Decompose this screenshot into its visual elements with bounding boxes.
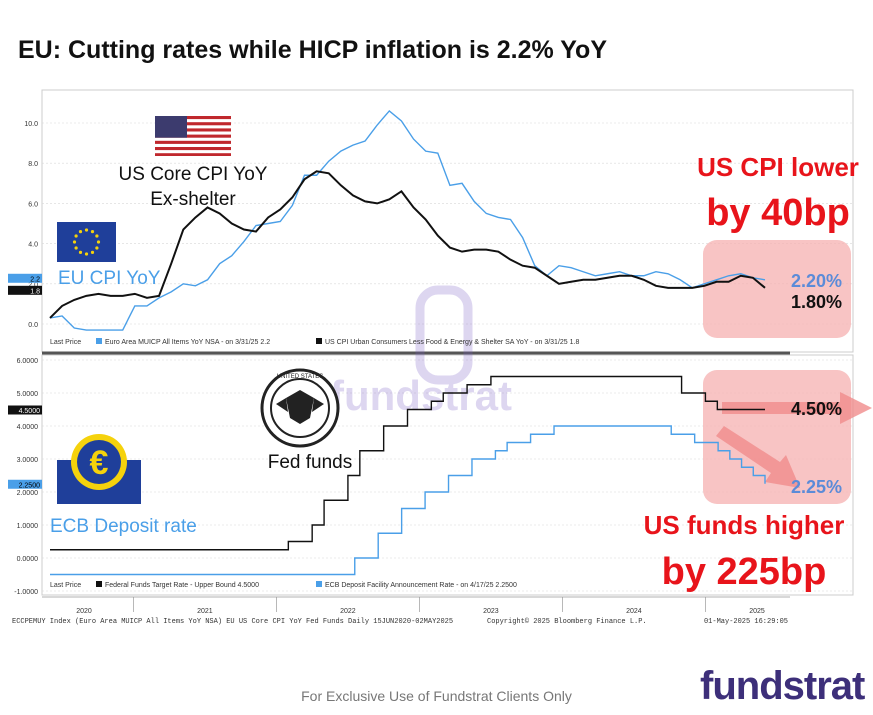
- fed-funds-label: Fed funds: [268, 452, 353, 473]
- legend-swatch: [96, 338, 102, 344]
- us-core-cpi-label: US Core CPI YoY: [119, 164, 268, 185]
- page-title: EU: Cutting rates while HICP inflation i…: [18, 36, 607, 64]
- top-y-tick-label: 4.0: [28, 242, 38, 249]
- top-y-tick-label: 10.0: [24, 121, 38, 128]
- legend-item: US CPI Urban Consumers Less Food & Energ…: [325, 339, 579, 346]
- by-225bp-text: by 225bp: [662, 551, 827, 593]
- eu-star: [90, 230, 95, 234]
- legend-swatch: [316, 581, 322, 587]
- x-tick-label: 2022: [340, 608, 356, 615]
- eu-cpi-label: EU CPI YoY: [58, 268, 161, 289]
- us-cpi-last-price-badge-text: 1.8: [30, 288, 40, 295]
- us-funds-higher-text: US funds higher: [644, 510, 845, 540]
- top-y-tick-label: 2.0: [28, 282, 38, 289]
- top-y-tick-label: 6.0: [28, 201, 38, 208]
- svg-text:UNITED STATES: UNITED STATES: [277, 374, 323, 380]
- exclusive-use-footer: For Exclusive Use of Fundstrat Clients O…: [301, 688, 572, 704]
- eu-star: [72, 240, 77, 244]
- us-flag-icon: [155, 116, 231, 156]
- x-tick-label: 2023: [483, 608, 499, 615]
- us-core-cpi-series-line: [49, 170, 766, 319]
- federal-reserve-seal-icon: UNITED STATES: [260, 368, 340, 448]
- bottom-panel-frame: [41, 354, 854, 596]
- svg-text:fundstrat: fundstrat: [330, 372, 512, 419]
- eu-star: [84, 228, 89, 232]
- ecb-rate-last-price-badge-text: 2.2500: [19, 482, 41, 489]
- eu-star: [95, 246, 99, 250]
- fed-funds-last-price-badge: [8, 405, 42, 415]
- legend-item: Federal Funds Target Rate - Upper Bound …: [105, 582, 259, 589]
- fundstrat-logo: fundstrat: [700, 664, 865, 708]
- by-40bp-text: by 40bp: [706, 192, 850, 234]
- cpi-highlight-box: [703, 240, 851, 338]
- x-tick-label: 2024: [626, 608, 642, 615]
- bloomberg-timestamp: 01-May-2025 16:29:05: [704, 618, 788, 626]
- us-cpi-last-price-badge: [8, 285, 42, 295]
- eu-star: [90, 250, 95, 254]
- ecb-deposit-series-line: [50, 425, 766, 576]
- bottom-y-tick-label: 6.0000: [17, 358, 39, 365]
- fed-funds-arrow: [722, 392, 872, 424]
- eu-cpi-series-line: [49, 109, 766, 331]
- fed-funds-value: 4.50%: [791, 399, 842, 419]
- x-tick-label: 2025: [749, 608, 765, 615]
- top-legend: Last Price Euro Area MUICP All Items YoY …: [50, 338, 579, 346]
- ecb-rate-arrow: [716, 426, 800, 488]
- bottom-y-tick-label: 1.0000: [17, 523, 39, 530]
- bottom-legend: Last Price Federal Funds Target Rate - Up…: [50, 581, 517, 589]
- bloomberg-copyright: Copyright© 2025 Bloomberg Finance L.P.: [487, 617, 647, 626]
- eu-cpi-last-price-badge-text: 2.2: [30, 276, 40, 283]
- svg-text:€: €: [90, 444, 109, 482]
- legend-item: Euro Area MUICP All Items YoY NSA - on 3…: [105, 339, 270, 346]
- x-tick-label: 2020: [76, 608, 92, 615]
- ecb-rate-value: 2.25%: [791, 477, 842, 497]
- eu-star: [96, 240, 101, 244]
- top-y-tick-label: 8.0: [28, 161, 38, 168]
- bottom-y-tick-label: 0.0000: [17, 556, 39, 563]
- eu-cpi-last-price-badge: [8, 273, 42, 283]
- us-cpi-value: 1.80%: [791, 292, 842, 312]
- eu-star: [74, 246, 78, 250]
- legend-item: ECB Deposit Facility Announcement Rate -…: [325, 582, 517, 589]
- x-tick-label: 2021: [197, 608, 213, 615]
- fundstrat-watermark: fundstrat: [330, 285, 512, 419]
- bottom-y-tick-label: 3.0000: [17, 457, 39, 464]
- bloomberg-index-info: ECCPEMUY Index (Euro Area MUICP All Item…: [12, 618, 453, 626]
- eu-star: [74, 234, 78, 238]
- fed-funds-series-line: [50, 375, 765, 551]
- bottom-y-tick-label: 2.0000: [17, 490, 39, 497]
- us-core-cpi-label-line2: Ex-shelter: [150, 189, 236, 210]
- eu-star: [95, 234, 99, 238]
- eu-star: [84, 252, 89, 256]
- legend-prefix: Last Price: [50, 582, 81, 589]
- ecb-rate-last-price-badge: [8, 479, 42, 489]
- ecb-deposit-rate-label: ECB Deposit rate: [50, 516, 197, 537]
- bottom-y-tick-label: 4.0000: [17, 424, 39, 431]
- legend-swatch: [316, 338, 322, 344]
- ecb-euro-logo-icon: €: [57, 434, 141, 504]
- eu-star: [78, 250, 83, 254]
- top-y-tick-label: 0.0: [28, 322, 38, 329]
- fed-funds-last-price-badge-text: 4.5000: [19, 408, 41, 415]
- legend-prefix: Last Price: [50, 339, 81, 346]
- us-cpi-lower-text: US CPI lower: [697, 152, 859, 182]
- eu-cpi-value: 2.20%: [791, 271, 842, 291]
- eu-star: [78, 230, 83, 234]
- bottom-y-tick-label: -1.0000: [14, 589, 38, 596]
- bottom-y-tick-label: 5.0000: [17, 391, 39, 398]
- legend-swatch: [96, 581, 102, 587]
- eu-flag-icon: [57, 222, 116, 262]
